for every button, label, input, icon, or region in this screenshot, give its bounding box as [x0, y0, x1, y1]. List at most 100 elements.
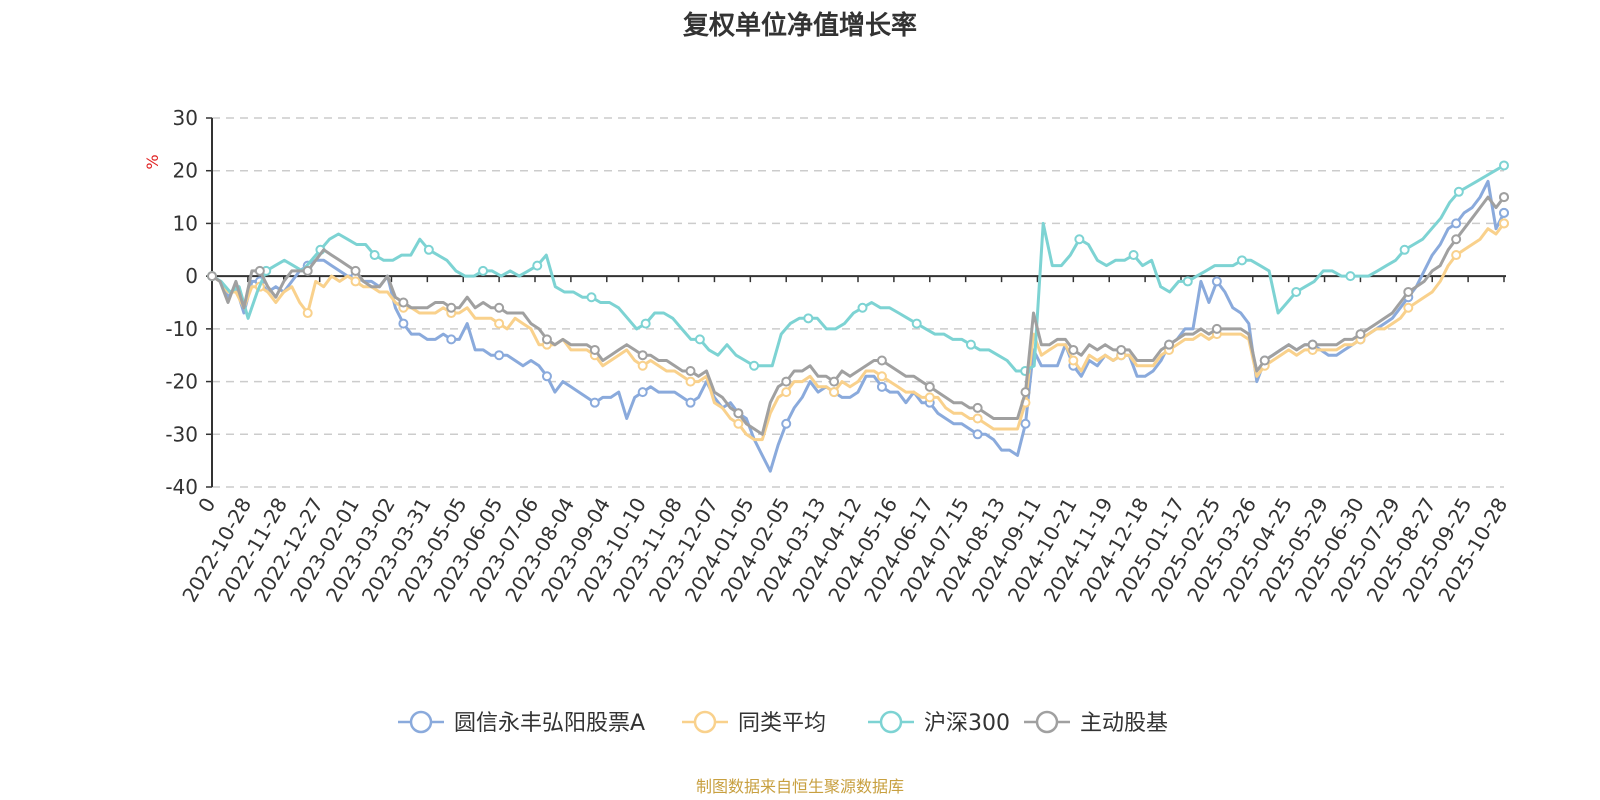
data-point — [1128, 250, 1139, 261]
data-point — [924, 381, 935, 392]
y-tick-label: 0 — [185, 264, 198, 288]
legend-marker-icon — [1035, 710, 1059, 734]
data-point — [637, 387, 648, 398]
data-point — [446, 334, 457, 345]
series-4 — [207, 192, 1509, 436]
data-point — [972, 413, 983, 424]
data-point — [1074, 234, 1085, 245]
data-point — [494, 350, 505, 361]
data-point — [857, 302, 868, 313]
data-point — [1403, 286, 1414, 297]
data-point — [350, 276, 361, 287]
data-point — [350, 265, 361, 276]
data-point — [532, 260, 543, 271]
legend-label: 圆信永丰弘阳股票A — [454, 711, 645, 736]
data-point — [1182, 276, 1193, 287]
data-point — [829, 376, 840, 387]
data-point — [1020, 387, 1031, 398]
data-point — [541, 371, 552, 382]
data-point — [1116, 344, 1127, 355]
legend: 圆信永丰弘阳股票A 同类平均 沪深300 主动股基 — [398, 710, 1168, 736]
legend-marker-icon — [409, 710, 433, 734]
data-point — [478, 265, 489, 276]
data-point — [965, 339, 976, 350]
data-point — [302, 308, 313, 319]
data-point — [1068, 355, 1079, 366]
y-tick-label: -30 — [165, 422, 198, 446]
series-line — [210, 163, 1506, 373]
data-point — [911, 318, 922, 329]
data-point — [1291, 286, 1302, 297]
data-point — [1020, 418, 1031, 429]
data-point — [1499, 218, 1509, 229]
data-point — [1499, 192, 1509, 203]
x-tick-label: 0 — [193, 494, 220, 517]
data-point — [494, 302, 505, 313]
data-point — [1164, 339, 1175, 350]
data-point — [685, 366, 696, 377]
series-line — [210, 195, 1506, 436]
data-point — [1499, 160, 1509, 171]
data-point — [829, 387, 840, 398]
legend-item[interactable]: 主动股基 — [1024, 710, 1168, 736]
y-tick-label: -20 — [165, 370, 198, 394]
legend-marker-icon — [879, 710, 903, 734]
data-point — [781, 418, 792, 429]
data-point — [423, 244, 434, 255]
data-point — [446, 302, 457, 313]
data-point — [302, 265, 313, 276]
data-point — [541, 334, 552, 345]
data-point — [637, 350, 648, 361]
data-point — [685, 397, 696, 408]
data-point — [369, 250, 380, 261]
series-line — [210, 221, 1506, 442]
data-point — [924, 392, 935, 403]
data-point — [1451, 234, 1462, 245]
data-point — [589, 397, 600, 408]
data-point — [972, 429, 983, 440]
data-point — [1236, 255, 1247, 266]
data-point — [1307, 339, 1318, 350]
data-point — [1355, 329, 1366, 340]
data-point — [876, 371, 887, 382]
data-point — [254, 265, 265, 276]
series-lines — [207, 160, 1509, 473]
legend-item[interactable]: 沪深300 — [868, 710, 1010, 736]
data-point — [733, 408, 744, 419]
data-point — [1211, 276, 1222, 287]
data-point — [1453, 186, 1464, 197]
data-point — [733, 418, 744, 429]
data-point — [398, 318, 409, 329]
data-point — [207, 271, 217, 282]
data-point — [1451, 250, 1462, 261]
data-point — [1068, 344, 1079, 355]
data-point — [972, 402, 983, 413]
legend-item[interactable]: 圆信永丰弘阳股票A — [398, 710, 645, 736]
data-point — [781, 387, 792, 398]
y-tick-label: 20 — [173, 159, 198, 183]
data-point — [589, 344, 600, 355]
legend-label: 主动股基 — [1080, 711, 1168, 736]
chart-title: 复权单位净值增长率 — [683, 10, 917, 41]
data-point — [586, 292, 597, 303]
y-axis-unit: % — [143, 154, 162, 169]
data-point — [876, 355, 887, 366]
data-point — [1259, 355, 1270, 366]
y-tick-label: 10 — [173, 211, 198, 235]
data-point — [781, 376, 792, 387]
data-point — [637, 360, 648, 371]
data-point — [749, 360, 760, 371]
y-tick-label: -10 — [165, 317, 198, 341]
data-source-note: 制图数据来自恒生聚源数据库 — [696, 777, 904, 796]
data-point — [1403, 302, 1414, 313]
data-point — [876, 381, 887, 392]
data-point — [803, 313, 814, 324]
legend-item[interactable]: 同类平均 — [682, 710, 826, 736]
series-2 — [207, 218, 1509, 442]
legend-label: 同类平均 — [738, 711, 826, 736]
data-point — [1345, 271, 1356, 282]
legend-marker-icon — [693, 710, 717, 734]
axes: 3020100-10-20-30-4002022-10-282022-11-28… — [165, 106, 1512, 606]
